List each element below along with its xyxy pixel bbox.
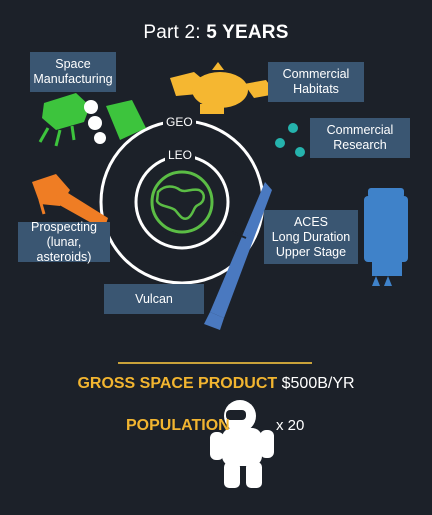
habitat-module-icon	[170, 62, 276, 114]
callout-vulcan: Vulcan	[104, 284, 204, 314]
leo-orbit-ring	[134, 154, 230, 250]
population-label: POPULATION	[126, 417, 230, 434]
population-value: x 20	[276, 417, 305, 434]
astronaut-icon	[210, 400, 274, 488]
section-divider	[118, 362, 312, 364]
title-part: Part 2:	[143, 22, 201, 43]
gsp-value: $500B/YR	[281, 375, 355, 392]
callout-space-manufacturing: Space Manufacturing	[30, 52, 116, 92]
geo-label: GEO	[163, 115, 196, 129]
callout-commercial-research: Commercial Research	[310, 118, 410, 158]
callout-prospecting: Prospecting (lunar, asteroids)	[18, 220, 110, 264]
earth-icon	[150, 170, 214, 234]
leo-label: LEO	[165, 148, 196, 162]
title-period: 5 YEARS	[206, 22, 289, 43]
manufacturing-satellite-icon	[38, 77, 146, 147]
gsp-label: GROSS SPACE PRODUCT	[77, 375, 278, 392]
aces-upper-stage-icon	[364, 188, 408, 286]
vulcan-rocket-icon	[204, 182, 272, 330]
prospecting-probe-icon	[32, 174, 108, 230]
callout-commercial-habitats: Commercial Habitats	[268, 62, 364, 102]
callout-aces: ACES Long Duration Upper Stage	[264, 210, 358, 264]
gross-space-product-row: GROSS SPACE PRODUCT $500B/YR	[0, 375, 432, 393]
research-dots-icon	[275, 123, 305, 157]
page-title: Part 2: 5 YEARS	[0, 22, 432, 44]
